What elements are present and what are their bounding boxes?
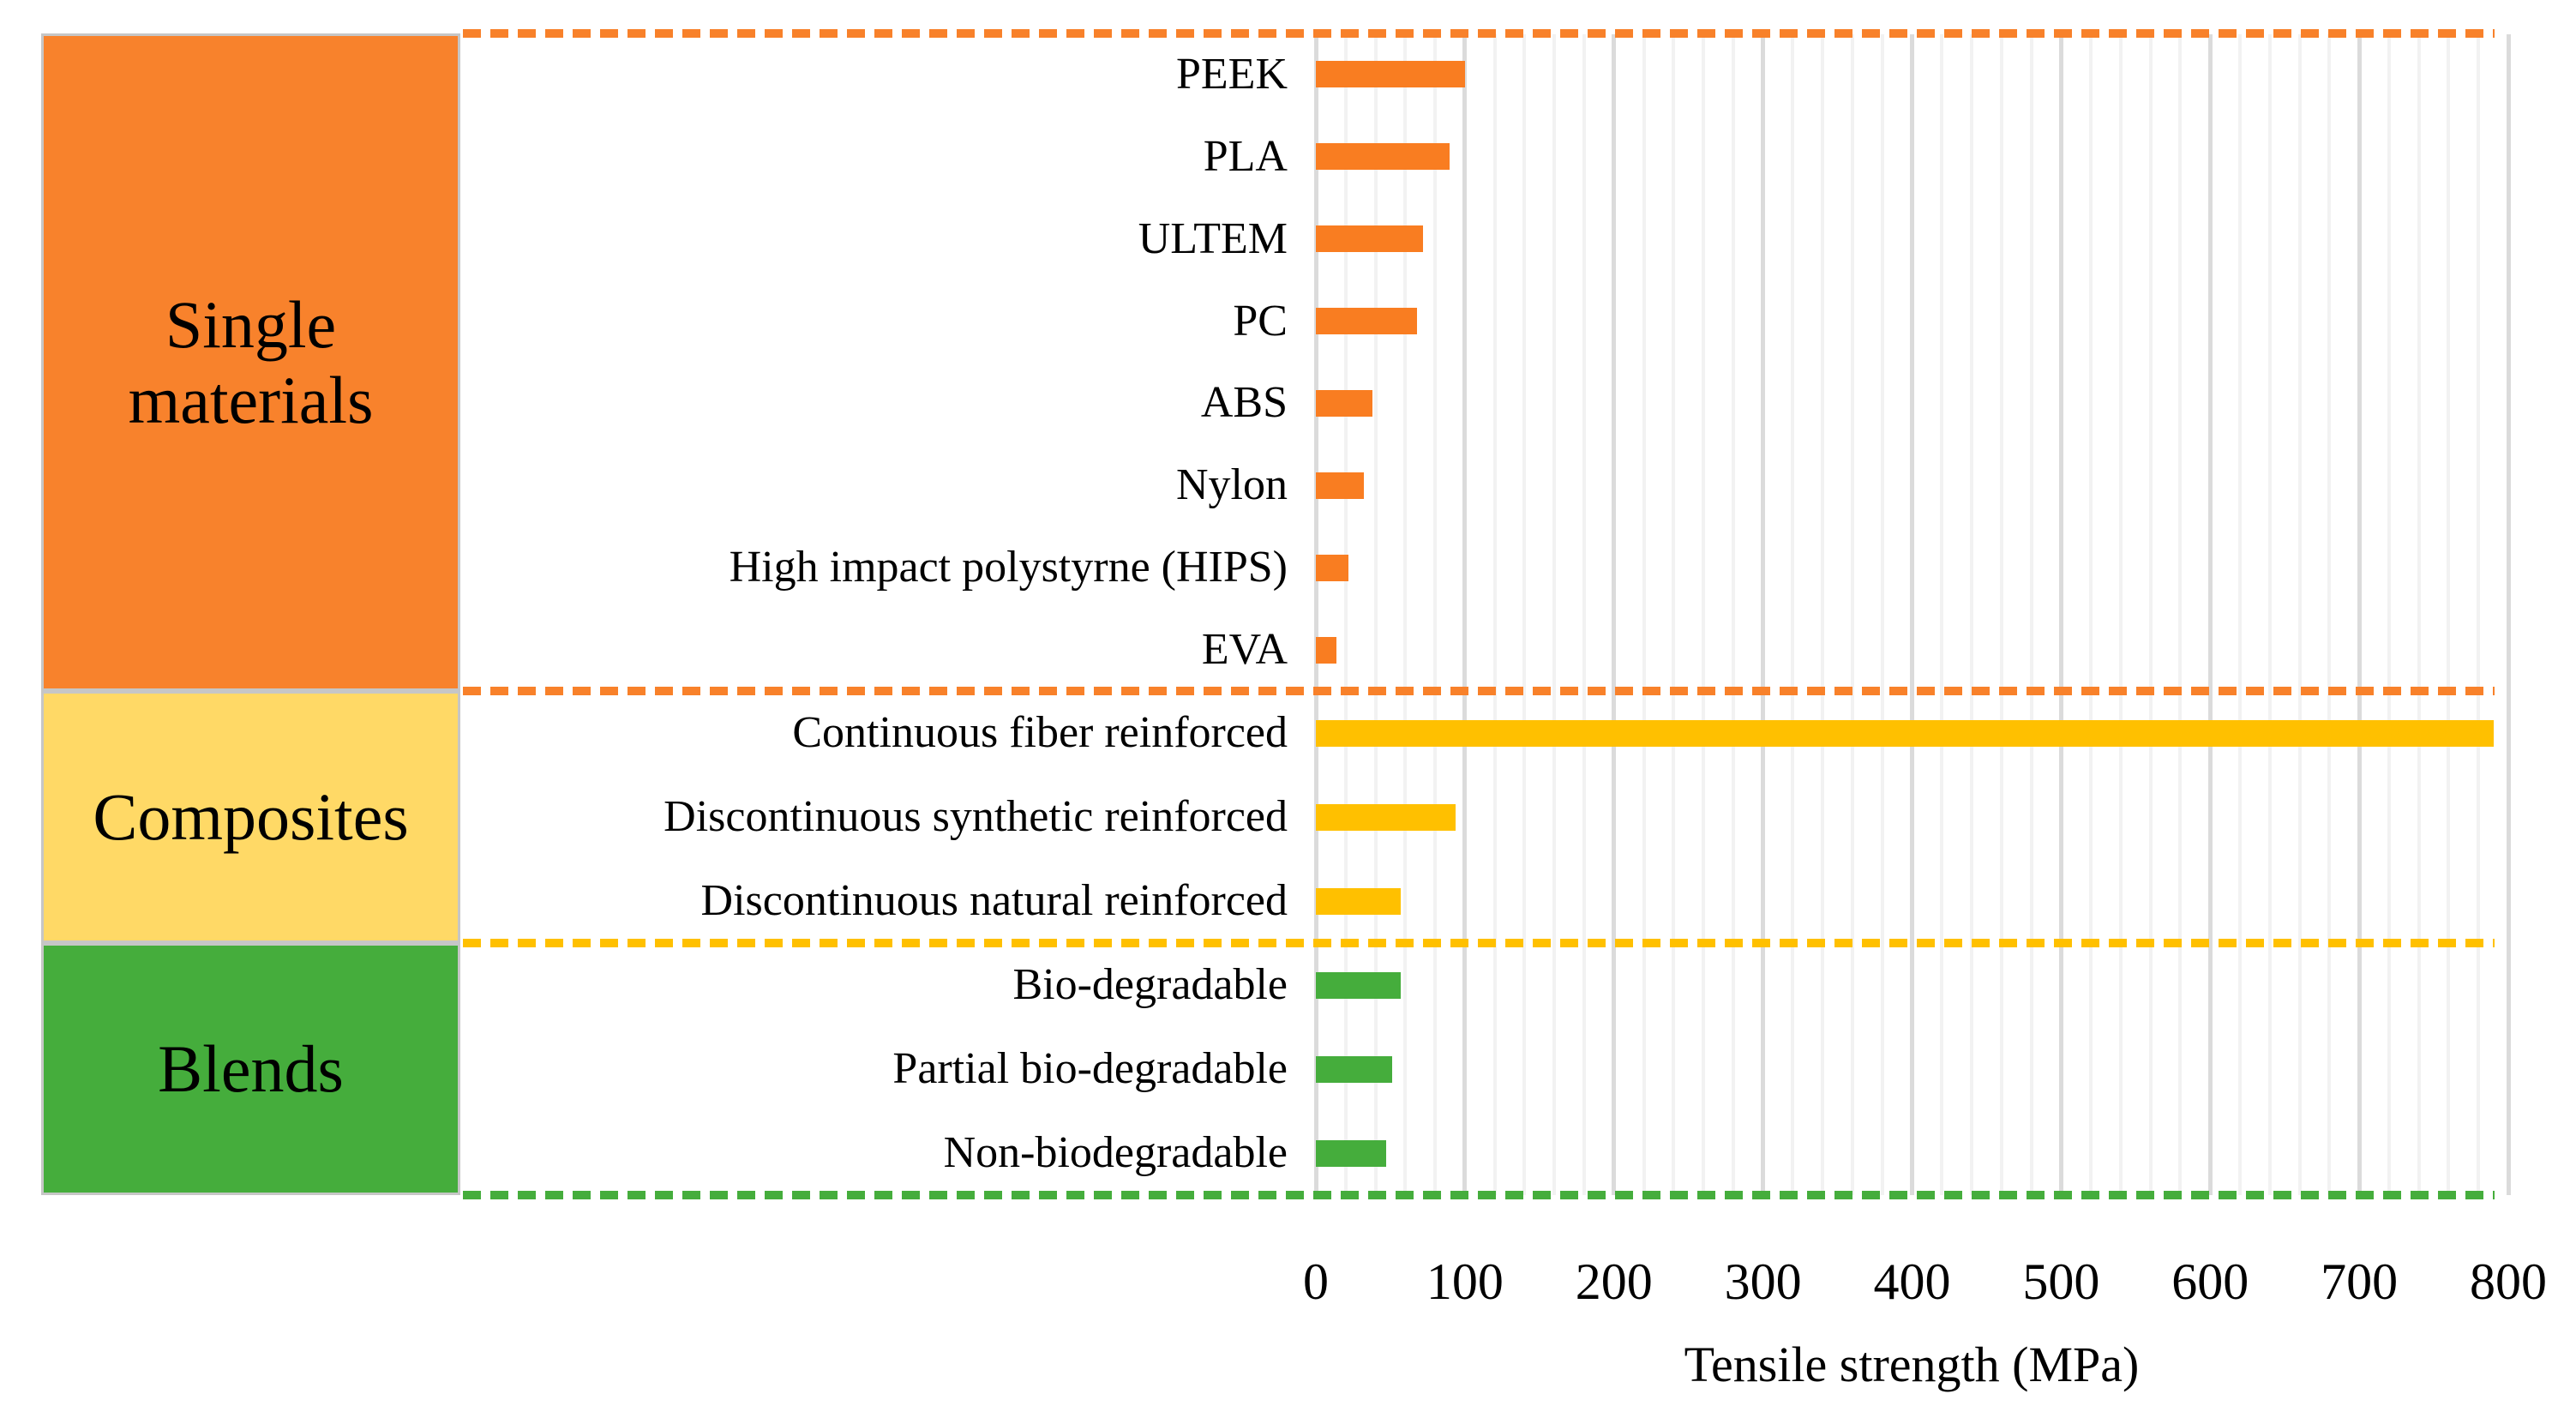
bar xyxy=(1316,143,1450,171)
minor-gridline xyxy=(2477,34,2481,1195)
major-gridline xyxy=(2357,34,2362,1195)
minor-gridline xyxy=(2267,34,2272,1195)
group-separator-dashed-line xyxy=(463,687,2495,695)
minor-gridline xyxy=(1970,34,1974,1195)
row-label: Discontinuous synthetic reinforced xyxy=(664,792,1288,841)
category-label-composites: Composites xyxy=(93,779,409,855)
minor-gridline xyxy=(2447,34,2451,1195)
minor-gridline xyxy=(2089,34,2093,1195)
x-tick-label: 700 xyxy=(2321,1253,2399,1310)
row-label: PC xyxy=(1233,296,1288,345)
x-tick-label: 500 xyxy=(2022,1253,2100,1310)
row-label: High impact polystyrne (HIPS) xyxy=(729,543,1288,592)
group-separator-dashed-line xyxy=(463,29,2495,38)
row-label: Bio-degradable xyxy=(1012,960,1288,1009)
bar xyxy=(1316,887,1402,915)
row-label: Non-biodegradable xyxy=(943,1128,1288,1177)
minor-gridline xyxy=(1672,34,1676,1195)
row-label: EVA xyxy=(1201,625,1288,675)
x-tick-label: 600 xyxy=(2171,1253,2249,1310)
minor-gridline xyxy=(1821,34,1825,1195)
minor-gridline xyxy=(1522,34,1527,1195)
row-label: ABS xyxy=(1200,378,1288,428)
minor-gridline xyxy=(1731,34,1735,1195)
minor-gridline xyxy=(1880,34,1884,1195)
category-block-composites: Composites xyxy=(41,691,460,943)
major-gridline xyxy=(1761,34,1766,1195)
minor-gridline xyxy=(1791,34,1795,1195)
x-tick-label: 300 xyxy=(1724,1253,1802,1310)
x-tick-label: 100 xyxy=(1426,1253,1504,1310)
group-separator-dashed-line xyxy=(463,939,2495,947)
major-gridline xyxy=(2207,34,2213,1195)
minor-gridline xyxy=(2387,34,2391,1195)
minor-gridline xyxy=(1552,34,1557,1195)
bar xyxy=(1316,636,1337,664)
bar xyxy=(1316,971,1402,999)
minor-gridline xyxy=(2029,34,2033,1195)
minor-gridline xyxy=(2327,34,2332,1195)
major-gridline xyxy=(1313,34,1318,1195)
minor-gridline xyxy=(2238,34,2243,1195)
row-label: Continuous fiber reinforced xyxy=(792,708,1288,757)
minor-gridline xyxy=(1582,34,1586,1195)
major-gridline xyxy=(1462,34,1468,1195)
major-gridline xyxy=(1612,34,1617,1195)
bar xyxy=(1316,308,1418,335)
minor-gridline xyxy=(2178,34,2183,1195)
minor-gridline xyxy=(1343,34,1348,1195)
bar xyxy=(1316,472,1364,499)
bar xyxy=(1316,803,1456,831)
row-label: PEEK xyxy=(1176,49,1288,99)
x-tick-label: 0 xyxy=(1303,1253,1329,1310)
minor-gridline xyxy=(1940,34,1944,1195)
minor-gridline xyxy=(1403,34,1408,1195)
x-tick-label: 200 xyxy=(1575,1253,1653,1310)
minor-gridline xyxy=(2148,34,2153,1195)
minor-gridline xyxy=(1850,34,1854,1195)
bar xyxy=(1316,61,1465,88)
bar xyxy=(1316,389,1373,417)
group-separator-dashed-line xyxy=(463,1191,2495,1199)
row-label: Discontinuous natural reinforced xyxy=(700,876,1288,925)
x-tick-label: 800 xyxy=(2470,1253,2547,1310)
major-gridline xyxy=(2058,34,2063,1195)
row-label: Partial bio-degradable xyxy=(892,1044,1288,1093)
x-tick-label: 400 xyxy=(1873,1253,1951,1310)
minor-gridline xyxy=(1373,34,1378,1195)
minor-gridline xyxy=(1433,34,1438,1195)
minor-gridline xyxy=(2417,34,2421,1195)
category-label-blends: Blends xyxy=(158,1031,344,1107)
bar xyxy=(1316,225,1424,253)
row-label: Nylon xyxy=(1176,460,1288,510)
category-block-single-materials: Single materials xyxy=(41,33,460,691)
category-block-blends: Blends xyxy=(41,943,460,1195)
major-gridline xyxy=(1910,34,1914,1195)
minor-gridline xyxy=(2118,34,2123,1195)
minor-gridline xyxy=(1999,34,2003,1195)
category-label-single-materials: Single materials xyxy=(128,287,374,437)
minor-gridline xyxy=(1702,34,1706,1195)
major-gridline xyxy=(2506,34,2511,1195)
minor-gridline xyxy=(1492,34,1497,1195)
bar xyxy=(1316,1139,1386,1167)
bar xyxy=(1316,719,2494,747)
bar xyxy=(1316,554,1349,581)
x-axis-title: Tensile strength (MPa) xyxy=(1684,1337,2140,1392)
bar xyxy=(1316,1055,1392,1083)
minor-gridline xyxy=(2297,34,2302,1195)
row-label: PLA xyxy=(1203,131,1288,181)
row-label: ULTEM xyxy=(1138,213,1288,263)
minor-gridline xyxy=(1642,34,1646,1195)
